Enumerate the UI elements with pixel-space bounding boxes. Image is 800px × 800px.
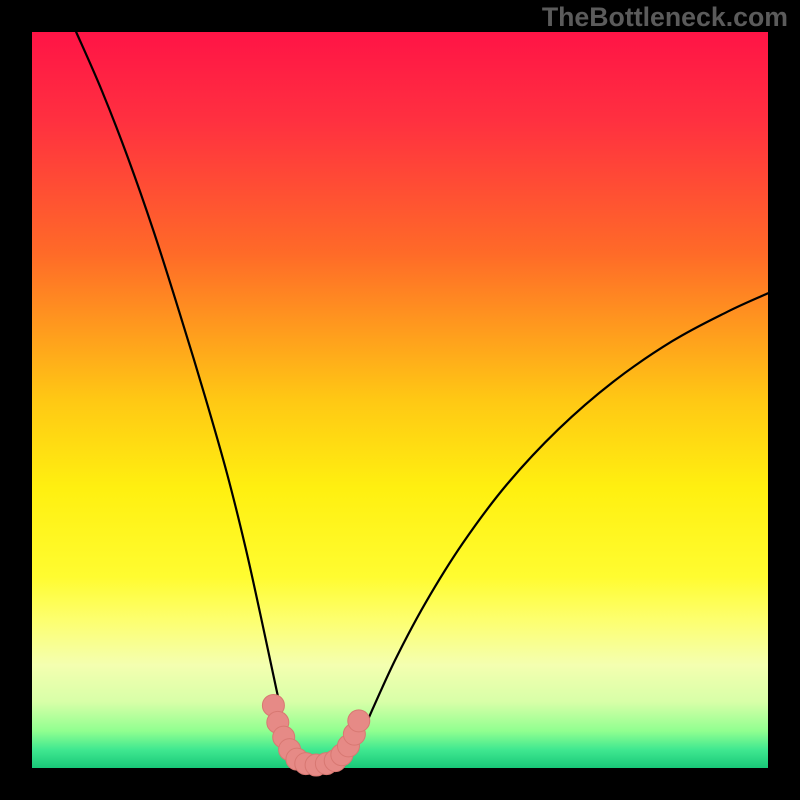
watermark-text: TheBottleneck.com [542,2,788,33]
plot-area [32,32,768,768]
canvas-root: TheBottleneck.com [0,0,800,800]
chart-svg [32,32,768,768]
data-point [348,710,370,732]
gradient-background [32,32,768,768]
